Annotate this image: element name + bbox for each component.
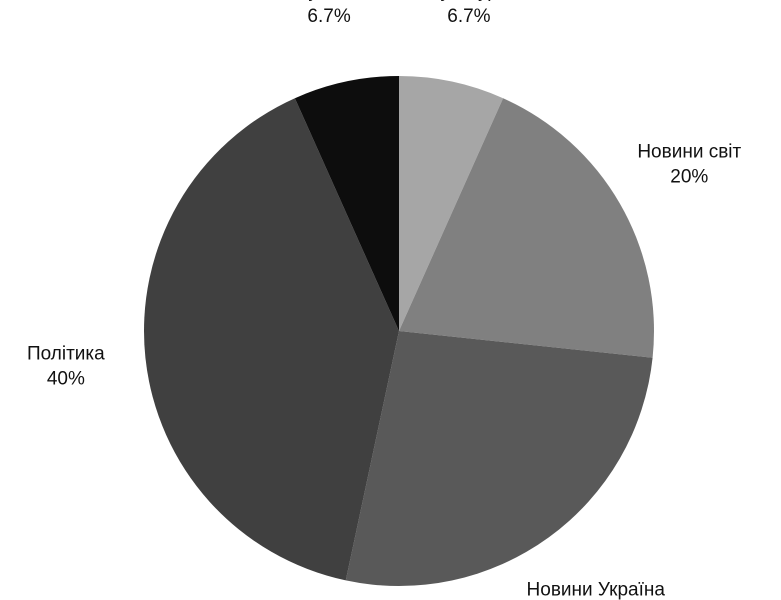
pie-slice-культура [399, 76, 504, 331]
pie-label-percent: 6.7% [447, 6, 490, 27]
pie-slices [144, 76, 654, 586]
pie-label-політика: Політика 40% [27, 344, 105, 390]
pie-label-category: Новини Україна [527, 580, 666, 600]
pie-label-percent: 20% [670, 166, 708, 187]
pie-slice-шоу-бізнес [294, 76, 399, 331]
pie-label-новини-україна: Новини Україна26.7% [527, 580, 666, 600]
pie-label-category: Політика [27, 344, 105, 365]
pie-label-category: Шоу бізнес [281, 0, 378, 2]
pie-label-новини-світ: Новини світ 20% [637, 141, 741, 187]
pie-label-шоу-бізнес: Шоу бізнес 6.7% [281, 0, 378, 27]
pie-label-культура: Культура 6.7% [429, 0, 508, 27]
pie-slice-новини-світ [399, 98, 654, 358]
pie-slice-новини-україна [345, 331, 653, 586]
pie-label-category: Новини світ [637, 141, 741, 162]
pie-label-percent: 40% [47, 369, 85, 390]
pie-label-percent: 6.7% [307, 6, 350, 27]
pie-label-category: Культура [429, 0, 508, 2]
pie-labels: Культура 6.7% Новини світ 20% Новини Україна… [27, 0, 742, 600]
pie-slice-політика [144, 98, 399, 581]
